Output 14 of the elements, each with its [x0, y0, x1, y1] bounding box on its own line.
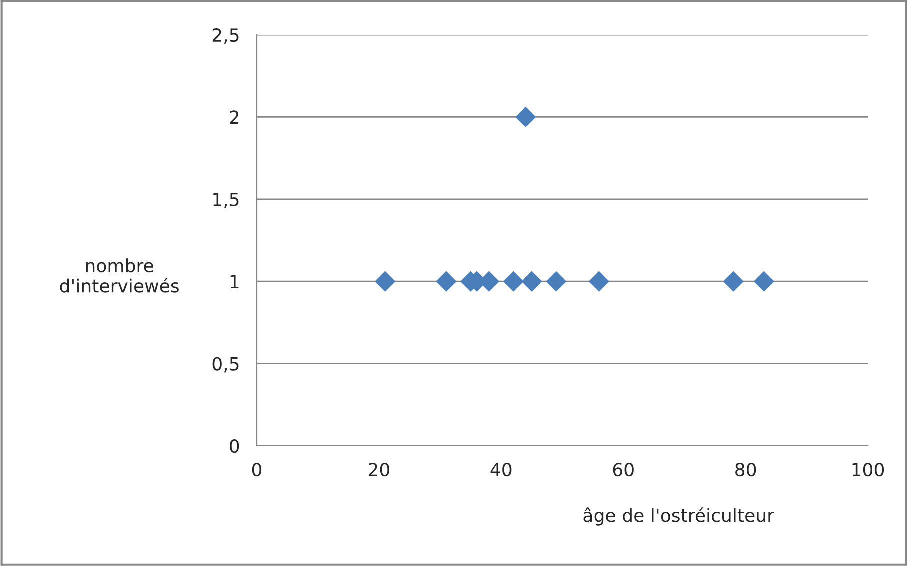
y-tick-label: 0,5 — [212, 357, 239, 373]
x-tick-label: 60 — [613, 462, 634, 477]
x-tick-label: 40 — [490, 462, 512, 477]
y-tick-label: 2,5 — [212, 28, 239, 44]
y-axis-title: nombre d'interviewés — [60, 258, 179, 293]
y-tick-label: 0 — [230, 439, 240, 454]
x-tick-label: 100 — [852, 462, 884, 477]
x-tick-label: 20 — [369, 462, 390, 477]
x-tick-label: 0 — [252, 462, 262, 477]
x-tick-label: 80 — [736, 462, 756, 477]
x-axis-title: âge de l'ostréiculteur — [584, 508, 774, 526]
y-tick-label: 1 — [230, 275, 239, 288]
y-tick-label: 2 — [230, 110, 239, 124]
y-tick-label: 1,5 — [214, 193, 239, 208]
